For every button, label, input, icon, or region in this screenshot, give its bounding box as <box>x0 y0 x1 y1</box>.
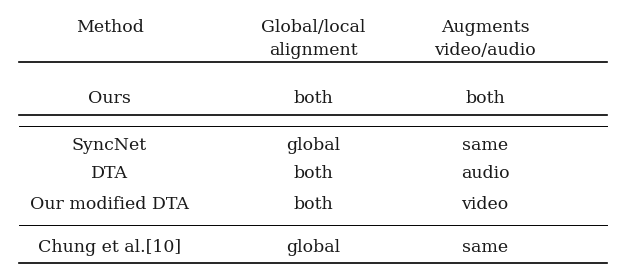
Text: Augments: Augments <box>441 19 530 36</box>
Text: both: both <box>293 196 333 213</box>
Text: Global/local: Global/local <box>261 19 365 36</box>
Text: video/audio: video/audio <box>434 42 536 59</box>
Text: same: same <box>462 239 508 256</box>
Text: audio: audio <box>461 165 510 182</box>
Text: video: video <box>461 196 509 213</box>
Text: SyncNet: SyncNet <box>72 137 147 154</box>
Text: both: both <box>293 90 333 107</box>
Text: alignment: alignment <box>269 42 357 59</box>
Text: Our modified DTA: Our modified DTA <box>30 196 189 213</box>
Text: same: same <box>462 137 508 154</box>
Text: Chung et al.[10]: Chung et al.[10] <box>38 239 181 256</box>
Text: global: global <box>286 239 340 256</box>
Text: Ours: Ours <box>88 90 131 107</box>
Text: Method: Method <box>76 19 143 36</box>
Text: DTA: DTA <box>91 165 128 182</box>
Text: both: both <box>465 90 505 107</box>
Text: both: both <box>293 165 333 182</box>
Text: global: global <box>286 137 340 154</box>
